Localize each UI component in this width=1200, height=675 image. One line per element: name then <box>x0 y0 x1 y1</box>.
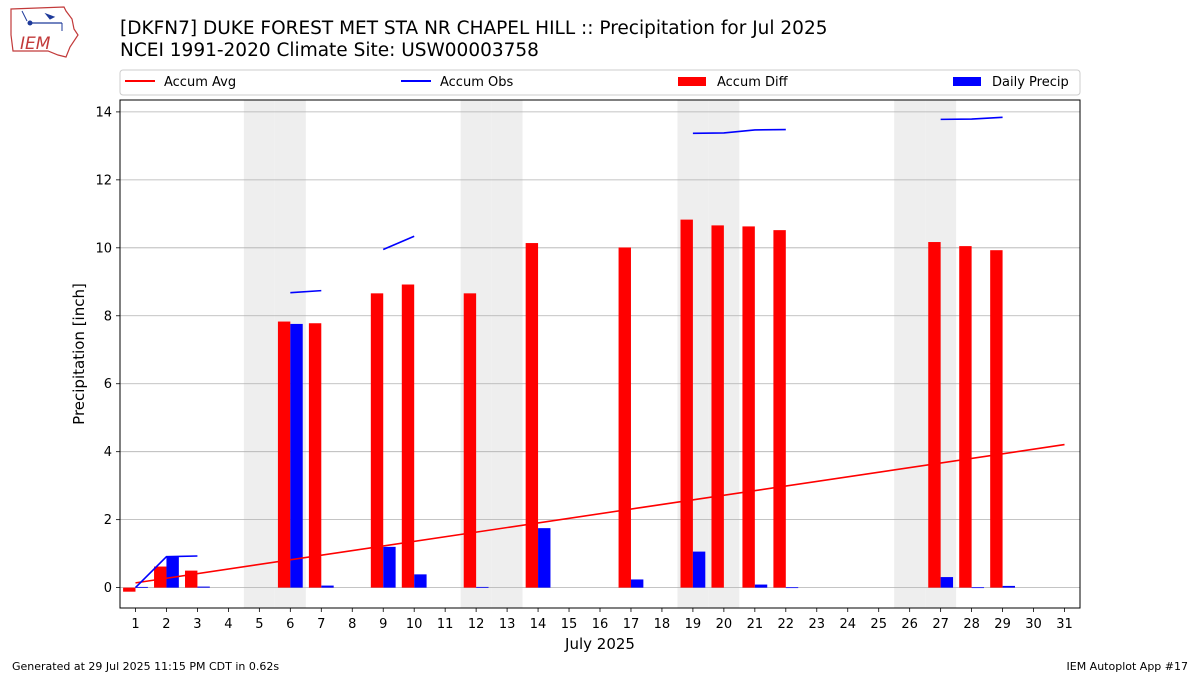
accum-avg-line <box>135 443 1065 584</box>
x-tick-label: 26 <box>901 617 918 632</box>
x-tick-label: 12 <box>468 617 485 632</box>
daily-precip-bar <box>135 586 148 588</box>
accum-diff-bar <box>401 284 415 588</box>
accum-diff-bar <box>680 219 693 588</box>
y-tick-label: 2 <box>104 513 112 528</box>
accum-diff-bar <box>959 246 972 588</box>
accum-obs-line <box>940 116 1003 121</box>
daily-precip-bar <box>692 551 706 588</box>
daily-precip-bar <box>971 587 985 589</box>
footer-app-id: IEM Autoplot App #17 <box>1066 660 1189 673</box>
daily-precip-bar <box>754 584 768 588</box>
accum-diff-bar <box>123 587 136 592</box>
y-tick-label: 6 <box>104 377 112 392</box>
x-tick-label: 4 <box>224 617 232 632</box>
x-tick-label: 7 <box>317 617 325 632</box>
x-tick-label: 28 <box>963 617 980 632</box>
x-tick-label: 14 <box>530 617 547 632</box>
accum-diff-bar <box>463 293 477 588</box>
weather-station-icon <box>21 10 63 31</box>
x-tick-label: 24 <box>839 617 856 632</box>
y-tick-label: 8 <box>104 309 112 324</box>
iem-logo-text: IEM <box>20 34 51 54</box>
x-tick-label: 30 <box>1025 617 1042 632</box>
chart-title: [DKFN7] DUKE FOREST MET STA NR CHAPEL HI… <box>120 18 828 39</box>
accum-diff-bar <box>773 230 786 588</box>
x-tick-label: 5 <box>255 617 263 632</box>
x-tick-label: 13 <box>499 617 516 632</box>
weekend-shade <box>491 100 523 608</box>
y-tick-label: 14 <box>95 105 112 120</box>
x-tick-label: 8 <box>348 617 356 632</box>
daily-precip-bar <box>166 557 179 588</box>
daily-precip-bar <box>476 586 489 588</box>
accum-diff-bar <box>525 243 539 588</box>
accum-diff-bar <box>618 247 631 588</box>
y-tick-label: 10 <box>95 241 112 256</box>
y-tick-label: 12 <box>95 173 112 188</box>
y-tick-label: 0 <box>104 581 112 596</box>
x-tick-label: 6 <box>286 617 294 632</box>
daily-precip-bar <box>197 586 210 588</box>
iem-logo: IEM <box>10 6 79 58</box>
legend-label: Accum Obs <box>440 75 513 90</box>
accum-obs-line <box>692 128 786 135</box>
x-tick-label: 31 <box>1056 617 1073 632</box>
legend-label: Accum Avg <box>164 75 236 90</box>
x-tick-label: 1 <box>131 617 139 632</box>
daily-precip-bar <box>290 323 303 588</box>
legend-swatch-bar <box>678 77 706 86</box>
legend-box <box>119 69 1081 96</box>
iowa-state-outline <box>10 6 79 58</box>
accum-diff-bar <box>742 226 755 588</box>
accum-diff-bar <box>308 323 322 588</box>
x-tick-label: 20 <box>716 617 733 632</box>
x-tick-label: 18 <box>654 617 671 632</box>
accum-diff-bar <box>370 293 384 588</box>
x-tick-label: 27 <box>932 617 949 632</box>
accum-diff-bar <box>277 321 291 588</box>
plot-frame <box>119 99 1081 609</box>
accum-obs-line <box>134 555 198 589</box>
footer-generated: Generated at 29 Jul 2025 11:15 PM CDT in… <box>12 660 280 673</box>
x-tick-label: 22 <box>778 617 795 632</box>
x-tick-label: 17 <box>623 617 640 632</box>
x-tick-label: 16 <box>592 617 609 632</box>
y-axis-label: Precipitation [inch] <box>70 283 88 425</box>
accum-obs-line <box>382 235 415 251</box>
accum-diff-bar <box>990 250 1003 588</box>
x-tick-label: 19 <box>685 617 702 632</box>
daily-precip-bar <box>785 587 799 589</box>
x-tick-label: 15 <box>561 617 578 632</box>
accum-diff-bar <box>154 566 167 588</box>
daily-precip-bar <box>383 546 396 588</box>
y-tick-label: 4 <box>104 445 112 460</box>
x-axis-label: July 2025 <box>564 635 635 653</box>
legend-label: Daily Precip <box>992 75 1069 90</box>
x-tick-label: 10 <box>406 617 423 632</box>
accum-diff-bar <box>928 242 941 588</box>
x-tick-label: 2 <box>162 617 170 632</box>
accum-obs-line <box>290 289 322 294</box>
x-tick-label: 25 <box>870 617 887 632</box>
weekend-shade <box>894 100 926 608</box>
daily-precip-bar <box>414 574 427 588</box>
weekend-shade <box>243 100 275 608</box>
accum-diff-bar <box>711 225 724 588</box>
daily-precip-bar <box>630 579 644 588</box>
x-tick-label: 3 <box>193 617 201 632</box>
x-tick-label: 21 <box>747 617 764 632</box>
daily-precip-bar <box>1002 585 1015 588</box>
daily-precip-bar <box>321 585 334 588</box>
legend-label: Accum Diff <box>717 75 789 90</box>
x-tick-label: 11 <box>437 617 454 632</box>
x-tick-label: 23 <box>809 617 826 632</box>
daily-precip-bar <box>940 577 954 588</box>
x-tick-label: 29 <box>994 617 1011 632</box>
chart-subtitle: NCEI 1991-2020 Climate Site: USW00003758 <box>120 40 539 61</box>
legend-swatch-bar <box>953 77 981 86</box>
x-tick-label: 9 <box>379 617 387 632</box>
daily-precip-bar <box>538 528 551 588</box>
